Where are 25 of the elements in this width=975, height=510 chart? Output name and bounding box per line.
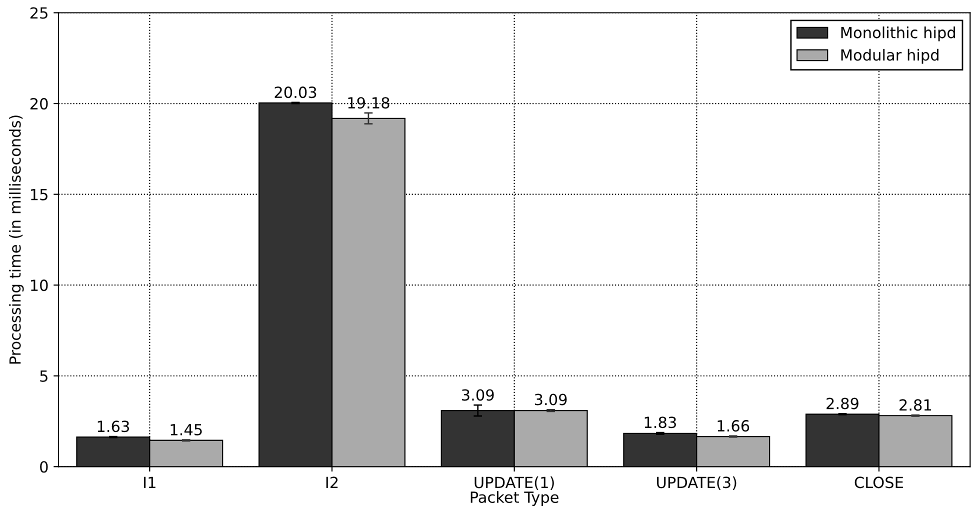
data-label: 1.45: [170, 424, 202, 436]
x-tick-label: CLOSE: [854, 476, 903, 488]
y-tick-label: 25: [30, 7, 48, 19]
data-label: 3.09: [534, 394, 567, 406]
y-tick-label: 0: [40, 461, 48, 473]
y-tick-label: 10: [31, 280, 48, 292]
x-tick-label: I2: [326, 476, 338, 488]
x-tick-label: UPDATE(1): [474, 476, 554, 490]
data-label: 1.63: [98, 420, 129, 432]
data-label: 3.09: [462, 389, 494, 401]
data-label: 19.18: [348, 97, 390, 109]
data-label: 2.81: [900, 399, 932, 411]
data-label: 20.03: [274, 86, 316, 98]
legend-label: Monolithic hipd: [841, 26, 955, 42]
data-label: 2.89: [826, 398, 858, 410]
y-axis-title: Processing time (in milliseconds): [8, 116, 24, 364]
y-tick-label: 15: [31, 188, 48, 200]
y-tick-label: 5: [40, 370, 48, 382]
data-label: 1.66: [718, 420, 750, 432]
data-label: 1.83: [644, 416, 676, 428]
x-axis-title: Packet Type: [470, 491, 558, 506]
x-tick-label: I1: [144, 476, 156, 488]
legend-label: Modular hipd: [841, 48, 938, 64]
x-tick-label: UPDATE(3): [657, 476, 736, 490]
y-tick-label: 20: [30, 98, 48, 110]
